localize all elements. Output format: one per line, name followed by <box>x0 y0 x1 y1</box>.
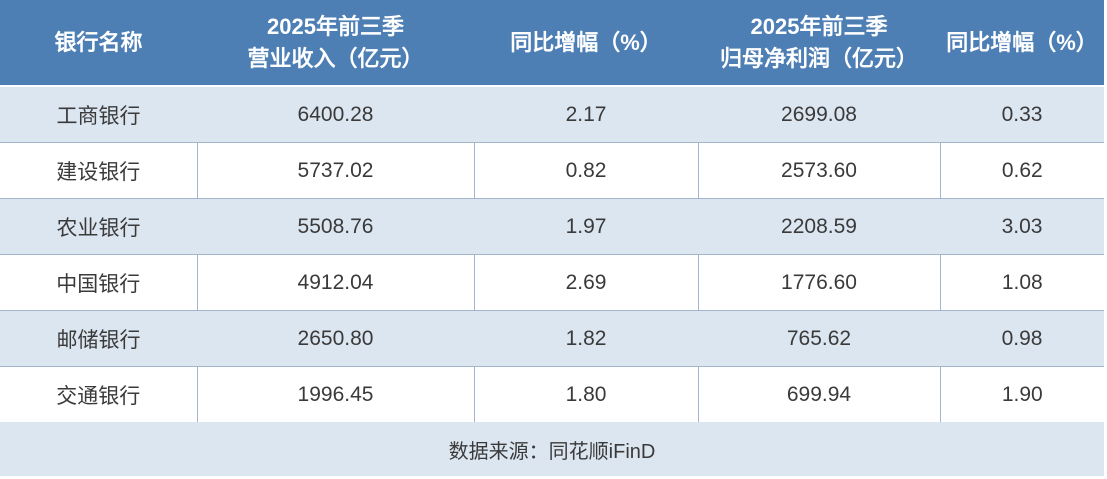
net-profit-yoy-cell: 0.33 <box>1001 102 1043 126</box>
col-header-revenue: 2025年前三季 营业收入（亿元） <box>197 0 474 86</box>
net-profit-cell: 765.62 <box>786 326 852 350</box>
bank-name-cell: 工商银行 <box>56 104 141 128</box>
col-header-revenue-line1: 2025年前三季 <box>267 13 404 39</box>
net-profit-yoy-cell: 1.08 <box>1001 270 1043 294</box>
data-source-note: 数据来源：同花顺iFinD <box>0 422 1104 476</box>
net-profit-cell: 2573.60 <box>698 142 941 199</box>
net-profit-yoy-cell: 3.03 <box>1001 214 1043 238</box>
revenue-cell: 5737.02 <box>197 142 475 199</box>
col-header-net-profit-yoy: 同比增幅（%） <box>940 0 1104 86</box>
table-row: 中国银行 4912.04 2.69 1776.60 1.08 <box>0 254 1104 311</box>
net-profit-yoy-cell: 0.98 <box>1001 326 1043 350</box>
revenue-yoy-cell: 1.82 <box>565 326 607 350</box>
table-row: 工商银行 6400.28 2.17 2699.08 0.33 <box>0 86 1104 143</box>
bank-name-cell: 中国银行 <box>0 254 198 311</box>
col-header-revenue-line2: 营业收入（亿元） <box>247 45 424 71</box>
bank-name-cell: 交通银行 <box>0 366 198 422</box>
revenue-cell: 1996.45 <box>197 366 475 422</box>
revenue-yoy-cell: 2.69 <box>474 254 699 311</box>
col-header-net-profit-line2: 归母净利润（亿元） <box>719 45 918 71</box>
net-profit-cell: 2208.59 <box>781 214 857 238</box>
table-row: 农业银行 5508.76 1.97 2208.59 3.03 <box>0 198 1104 255</box>
col-header-bank-name-label: 银行名称 <box>54 29 143 55</box>
bank-financials-table: 银行名称 2025年前三季 营业收入（亿元） 同比增幅（%） 2025年前三季 … <box>0 0 1104 422</box>
table-row: 交通银行 1996.45 1.80 699.94 1.90 <box>0 366 1104 422</box>
revenue-cell: 6400.28 <box>297 102 374 126</box>
col-header-bank-name: 银行名称 <box>0 0 197 86</box>
col-header-revenue-yoy: 同比增幅（%） <box>474 0 698 86</box>
net-profit-yoy-cell: 0.62 <box>1001 158 1043 182</box>
revenue-yoy-cell: 0.82 <box>474 142 699 199</box>
net-profit-cell: 1776.60 <box>698 254 941 311</box>
revenue-yoy-cell: 2.17 <box>565 102 607 126</box>
revenue-yoy-cell: 1.97 <box>565 214 607 238</box>
bank-name-cell: 建设银行 <box>0 142 198 199</box>
col-header-net-profit-yoy-label: 同比增幅（%） <box>946 29 1098 55</box>
header-row: 银行名称 2025年前三季 营业收入（亿元） 同比增幅（%） 2025年前三季 … <box>0 0 1104 86</box>
net-profit-yoy-cell: 1.90 <box>1001 382 1043 406</box>
revenue-cell: 4912.04 <box>197 254 475 311</box>
revenue-cell: 2650.80 <box>297 326 374 350</box>
revenue-cell: 5508.76 <box>297 214 374 238</box>
table-row: 建设银行 5737.02 0.82 2573.60 0.62 <box>0 142 1104 199</box>
col-header-net-profit-line1: 2025年前三季 <box>750 13 888 39</box>
table-row: 邮储银行 2650.80 1.82 765.62 0.98 <box>0 310 1104 367</box>
col-header-revenue-yoy-label: 同比增幅（%） <box>510 29 662 55</box>
col-header-net-profit: 2025年前三季 归母净利润（亿元） <box>698 0 940 86</box>
revenue-yoy-cell: 1.80 <box>474 366 699 422</box>
bank-name-cell: 邮储银行 <box>56 328 141 352</box>
bank-name-cell: 农业银行 <box>56 216 141 240</box>
net-profit-cell: 2699.08 <box>781 102 857 126</box>
net-profit-cell: 699.94 <box>698 366 941 422</box>
